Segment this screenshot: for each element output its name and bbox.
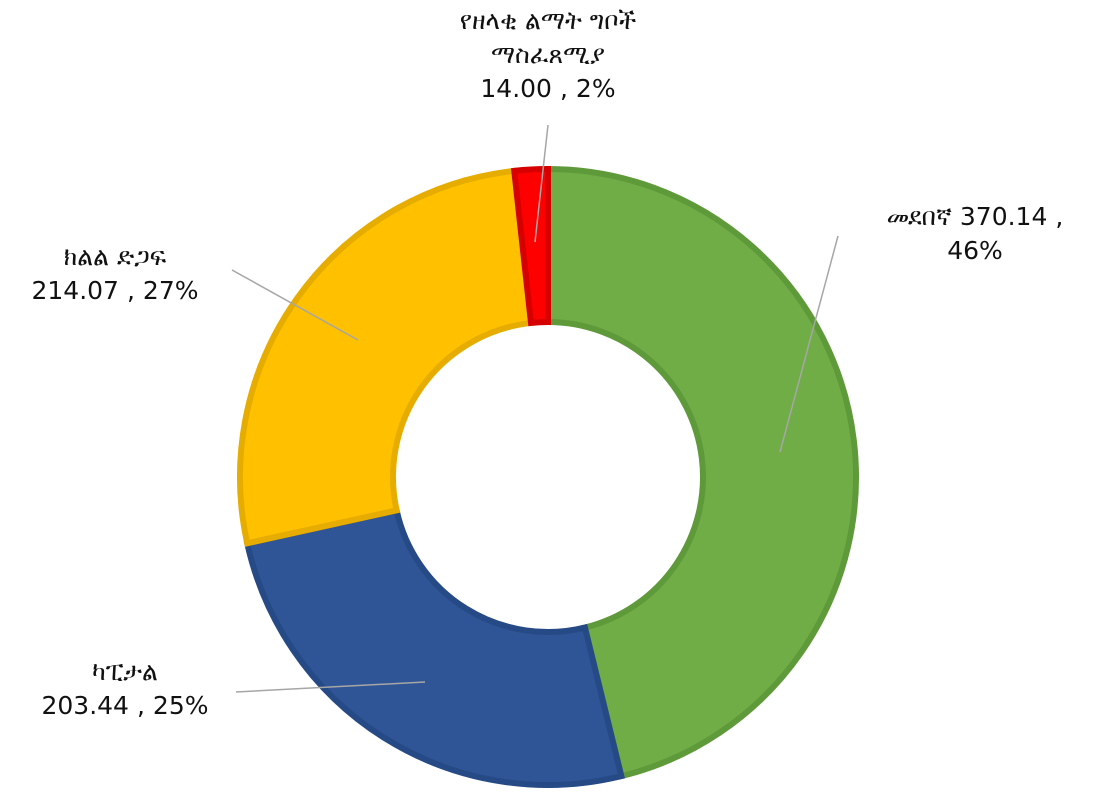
leader-line: [779, 235, 839, 453]
category-label: መደበኛ: [886, 202, 952, 231]
donut-slice: [243, 506, 625, 788]
separator: ,: [559, 74, 568, 103]
category-label: ካፒታል: [92, 657, 158, 686]
percent-label: 27%: [142, 276, 199, 305]
category-label: ክልል ድጋፍ: [63, 242, 167, 271]
donut-slice: [545, 165, 859, 780]
category-label: የዘላቂ ልማት ግቦች ማስፈጸሚያ: [459, 6, 637, 69]
data-label: ካፒታል 203.44, 25%: [10, 655, 240, 723]
value-label: 14.00: [480, 74, 552, 103]
percent-label: 46%: [947, 236, 1003, 265]
data-label: የዘላቂ ልማት ግቦች ማስፈጸሚያ 14.00, 2%: [410, 4, 686, 106]
leader-line: [231, 269, 359, 341]
separator: ,: [126, 276, 135, 305]
percent-label: 2%: [575, 74, 616, 103]
value-label: 370.14: [959, 202, 1048, 231]
value-label: 203.44: [41, 691, 129, 720]
percent-label: 25%: [152, 691, 209, 720]
leader-line: [534, 124, 549, 243]
data-label: ክልል ድጋፍ 214.07, 27%: [0, 240, 230, 308]
donut-slice: [237, 167, 535, 547]
value-label: 214.07: [31, 276, 119, 305]
leader-line: [235, 681, 426, 693]
separator: ,: [1055, 202, 1064, 231]
separator: ,: [136, 691, 145, 720]
data-label: መደበኛ 370.14, 46%: [850, 200, 1100, 268]
